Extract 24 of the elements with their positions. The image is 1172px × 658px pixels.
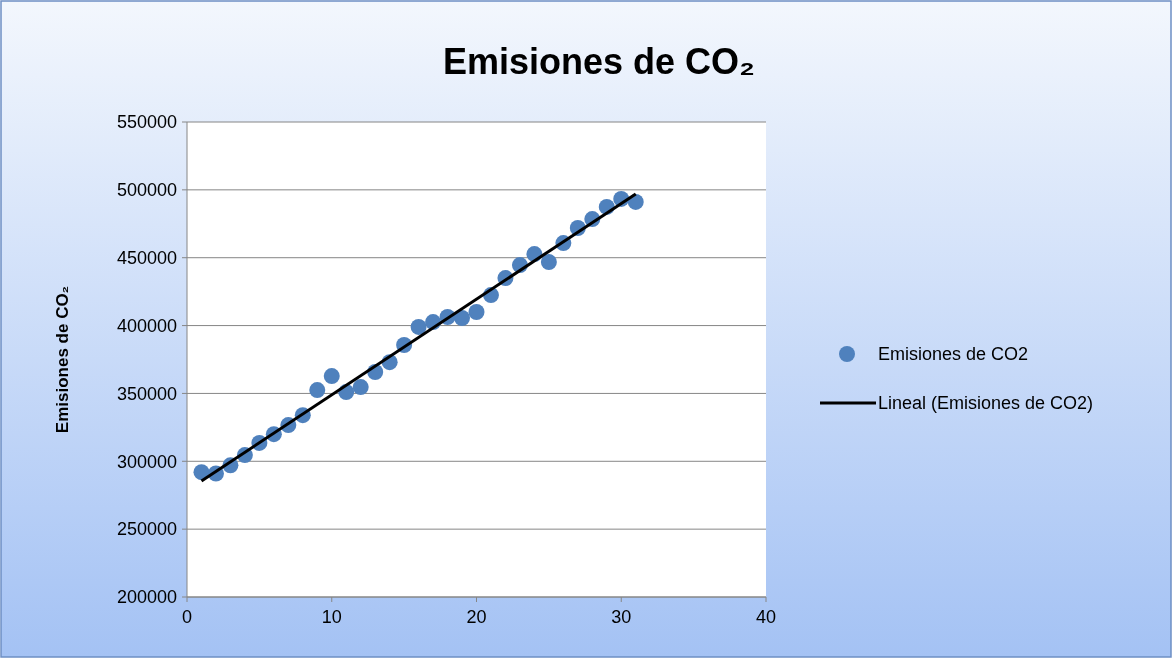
y-tick-label: 500000: [116, 180, 177, 201]
y-tick-label: 350000: [116, 383, 177, 404]
y-tick-label: 300000: [116, 451, 177, 472]
legend-label: Lineal (Emisiones de CO2): [878, 393, 1094, 414]
x-tick-label: 30: [611, 607, 632, 627]
x-tick-label: 40: [755, 607, 777, 627]
point: [352, 379, 369, 396]
y-tick-label: 250000: [116, 519, 177, 540]
y-tick-label: 400000: [116, 315, 177, 336]
y-tick-label: 550000: [116, 112, 177, 133]
x-tick-label: 10: [321, 607, 342, 627]
legend-label: Emisiones de CO2: [878, 344, 1029, 365]
point: [468, 304, 485, 320]
y-tick-label: 450000: [116, 248, 177, 269]
point: [540, 254, 557, 271]
point: [309, 382, 326, 399]
point: [410, 318, 427, 335]
x-tick-label: 0: [181, 607, 193, 627]
point: [323, 368, 340, 385]
y-axis-title: Emisiones de CO₂: [53, 285, 72, 434]
y-tick-label: 200000: [116, 587, 177, 608]
point: [454, 309, 471, 326]
chart-title: Emisiones de CO₂: [442, 41, 756, 82]
x-tick-label: 20: [466, 607, 487, 627]
